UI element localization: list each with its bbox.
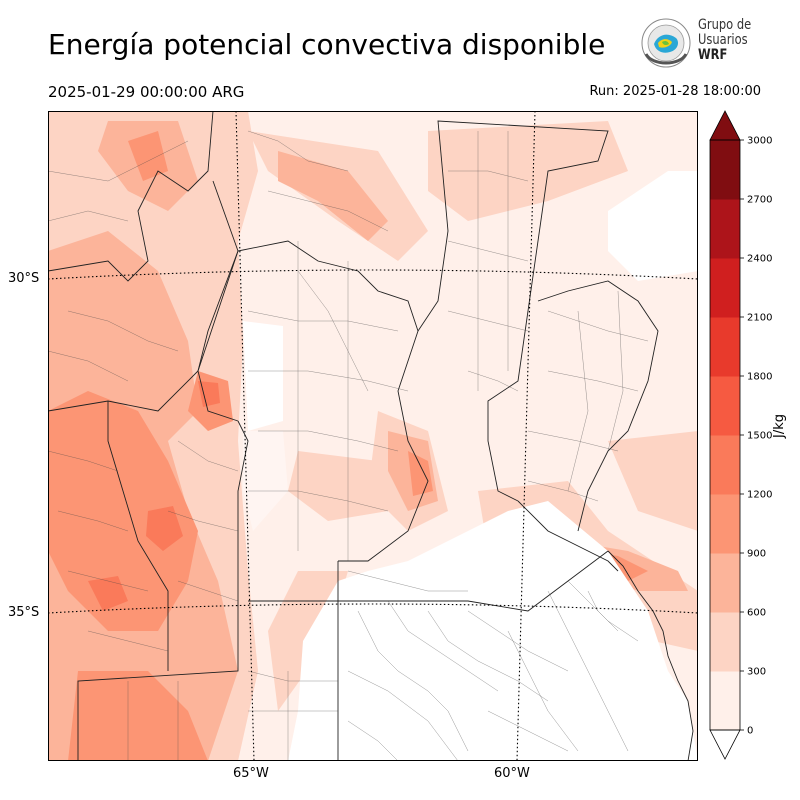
colorbar-segment bbox=[710, 140, 740, 200]
colorbar-segment bbox=[710, 612, 740, 672]
colorbar-extend-bottom bbox=[709, 729, 741, 760]
colorbar-segment bbox=[710, 199, 740, 259]
globe-icon bbox=[641, 18, 691, 68]
coastline bbox=[607, 550, 694, 761]
colorbar-tick-label: 1800 bbox=[747, 372, 772, 383]
logo-line-1: Grupo de bbox=[698, 17, 752, 33]
colorbar: 0 300 600 900 1200 1500 1800 2100 2400 2700 3000 bbox=[709, 110, 772, 760]
colorbar-tick-label: 3000 bbox=[747, 136, 772, 147]
colorbar-tick-label: 2400 bbox=[747, 254, 772, 265]
lat-label-35s: 35°S bbox=[8, 605, 40, 620]
colorbar-segment bbox=[710, 258, 740, 318]
colorbar-tick-label: 2700 bbox=[747, 195, 772, 206]
colorbar-tick-label: 600 bbox=[747, 608, 766, 619]
department-borders bbox=[48, 130, 649, 761]
colorbar-tick-label: 1500 bbox=[747, 431, 772, 442]
colorbar-segment bbox=[710, 494, 740, 554]
lat-label-30s: 30°S bbox=[8, 271, 40, 286]
colorbar-segment bbox=[710, 671, 740, 731]
colorbar-tick-label: 2100 bbox=[747, 313, 772, 324]
colorbar-unit: J/kg bbox=[772, 414, 787, 438]
logo-text: Grupo de Usuarios WRF bbox=[698, 18, 751, 63]
colorbar-segment bbox=[710, 317, 740, 377]
colorbar-tick-label: 1200 bbox=[747, 490, 772, 501]
map-frame bbox=[48, 111, 698, 761]
cape-map bbox=[48, 111, 698, 761]
valid-time: 2025-01-29 00:00:00 ARG bbox=[48, 83, 245, 101]
colorbar-segment bbox=[710, 435, 740, 495]
colorbar-ticks: 0 300 600 900 1200 1500 1800 2100 2400 2700 3000 bbox=[740, 136, 772, 737]
run-time: Run: 2025-01-28 18:00:00 bbox=[589, 84, 761, 99]
province-borders bbox=[48, 111, 659, 761]
logo-line-2: Usuarios bbox=[698, 32, 748, 48]
lon-label-65w: 65°W bbox=[233, 766, 269, 781]
colorbar-tick-label: 0 bbox=[747, 726, 753, 737]
lon-label-60w: 60°W bbox=[494, 766, 530, 781]
wrf-logo: Grupo de Usuarios WRF bbox=[638, 16, 768, 72]
colorbar-segment bbox=[710, 553, 740, 613]
colorbar-tick-label: 900 bbox=[747, 549, 766, 560]
colorbar-segments bbox=[710, 140, 740, 731]
logo-line-3: WRF bbox=[698, 47, 728, 63]
colorbar-extend-top bbox=[709, 110, 741, 141]
page-title: Energía potencial convectiva disponible bbox=[48, 28, 606, 61]
colorbar-segment bbox=[710, 376, 740, 436]
colorbar-tick-label: 300 bbox=[747, 667, 766, 678]
graticule bbox=[48, 111, 698, 761]
